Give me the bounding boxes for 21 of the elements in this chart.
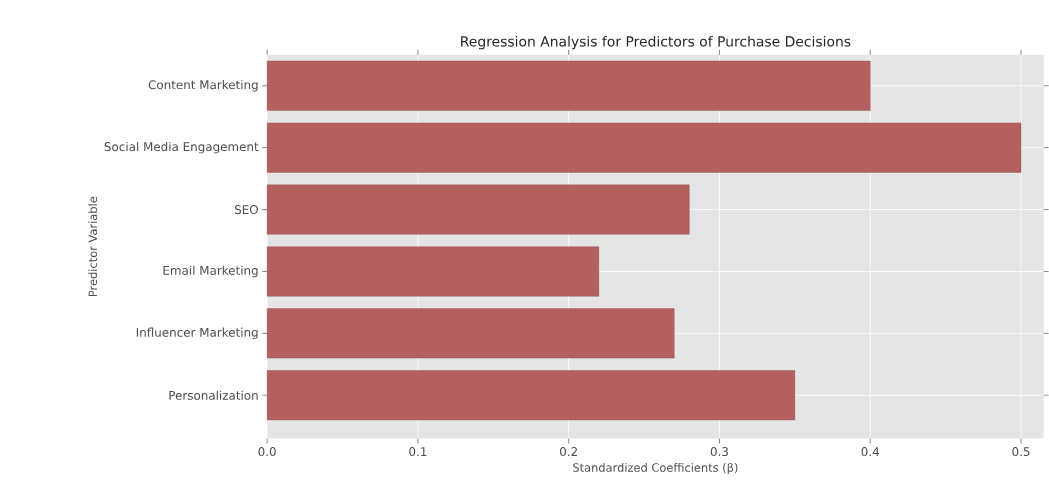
- x-axis-title: Standardized Coefficients (β): [573, 462, 738, 474]
- x-tick-label: 0.5: [1012, 446, 1030, 456]
- x-tick-label: 0.3: [710, 446, 728, 456]
- y-tick-label: Personalization: [169, 390, 258, 400]
- chart-title: Regression Analysis for Predictors of Purchase Decisions: [461, 35, 851, 50]
- y-tick-label: Content Marketing: [148, 79, 258, 92]
- bar: [266, 246, 600, 297]
- x-tick-label: 0.2: [559, 446, 577, 456]
- bar: [266, 122, 1022, 173]
- y-tick-label: SEO: [234, 204, 258, 214]
- bar: [266, 370, 796, 421]
- x-tick-label: 0.1: [409, 446, 427, 456]
- y-tick-label: Social Media Engagement: [104, 141, 259, 154]
- x-tick-label: 0.0: [258, 446, 276, 456]
- y-axis-title: Predictor Variable: [88, 196, 98, 296]
- y-tick-label: Email Marketing: [163, 265, 258, 278]
- x-tick-label: 0.4: [861, 446, 880, 456]
- y-tick-label: Influencer Marketing: [136, 327, 258, 339]
- bar: [266, 308, 675, 359]
- bar: [266, 60, 871, 111]
- bar: [266, 184, 690, 235]
